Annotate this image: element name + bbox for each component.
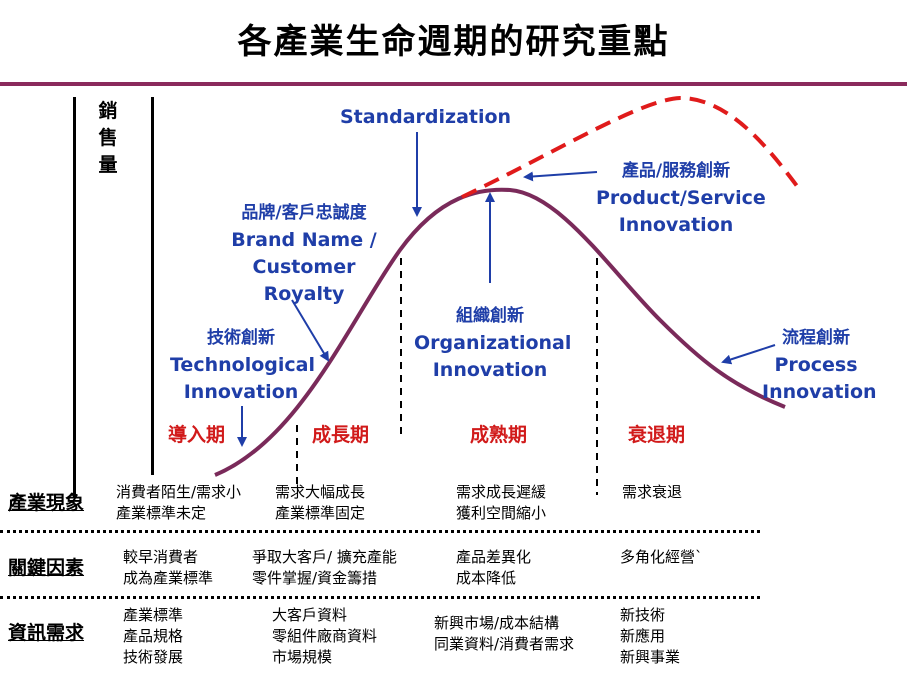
- row-header-industry-phenomena: 產業現象: [8, 492, 85, 514]
- row1-cell-introduction: 消費者陌生/需求小 產業標準未定: [116, 483, 242, 522]
- brand-label-en3: Royalty: [263, 283, 345, 305]
- technological-label: 技術創新 Technological Innovation: [170, 325, 315, 406]
- row3-cell-maturity: 新興市場/成本結構 同業資料/消費者需求: [434, 614, 575, 653]
- row2-cell-maturity: 產品差異化 成本降低: [456, 548, 532, 587]
- technological-label-zh: 技術創新: [207, 328, 275, 348]
- row-header-information-needs: 資訊需求: [8, 622, 85, 644]
- row-header-key-factors: 關鍵因素: [8, 557, 85, 579]
- row2-cell-introduction: 較早消費者 成為產業標準: [123, 548, 214, 587]
- standardization-label: Standardization: [340, 106, 512, 128]
- row2-cell-decline: 多角化經營`: [620, 548, 703, 566]
- process-label-en1: Process: [774, 354, 858, 376]
- product-service-label: 產品/服務創新 Product/Service Innovation: [596, 158, 766, 239]
- process-label: 流程創新 Process Innovation: [762, 325, 877, 406]
- organizational-label-en1: Organizational: [414, 332, 572, 354]
- row3-cell-growth: 大客戶資料 零組件廠商資料 市場規模: [272, 606, 378, 666]
- product-service-label-en1: Product/Service: [596, 187, 766, 209]
- row2-cell-growth: 爭取大客戶/ 擴充產能 零件掌握/資金籌措: [252, 548, 397, 587]
- technological-label-en2: Innovation: [183, 381, 299, 403]
- row1-cell-growth: 需求大幅成長 產業標準固定: [275, 483, 366, 522]
- process-label-en2: Innovation: [762, 381, 877, 403]
- technological-label-en1: Technological: [170, 354, 315, 376]
- product-service-arrow: [523, 171, 598, 182]
- brand-label-zh: 品牌/客戶忠誠度: [241, 203, 367, 223]
- row-divider-1: [0, 530, 760, 533]
- organizational-label: 組織創新 Organizational Innovation: [414, 303, 572, 384]
- row1-cell-maturity: 需求成長遲緩 獲利空間縮小: [456, 483, 547, 522]
- page-title: 各產業生命週期的研究重點: [237, 22, 670, 62]
- stage-introduction: 導入期: [168, 424, 226, 446]
- product-service-label-zh: 產品/服務創新: [621, 161, 731, 181]
- brand-label: 品牌/客戶忠誠度 Brand Name / Customer Royalty: [218, 200, 390, 308]
- brand-label-en1: Brand Name /: [231, 229, 377, 251]
- stage-maturity: 成熟期: [470, 424, 528, 446]
- lifecycle-curve: [214, 187, 786, 477]
- organizational-label-zh: 組織創新: [456, 306, 524, 326]
- row-divider-2: [0, 596, 760, 599]
- row3-cell-decline: 新技術 新應用 新興事業: [620, 606, 681, 666]
- organizational-label-en2: Innovation: [432, 359, 548, 381]
- brand-label-en2: Customer: [252, 256, 356, 278]
- title-divider: [0, 82, 907, 86]
- brand-arrow: [291, 299, 330, 362]
- stage-decline: 衰退期: [628, 424, 686, 446]
- y-axis-line-right: [151, 97, 154, 475]
- stage-growth: 成長期: [312, 424, 370, 446]
- row3-cell-introduction: 產業標準 產品規格 技術發展: [123, 606, 184, 666]
- y-axis-label: 銷售量: [98, 100, 118, 176]
- process-label-zh: 流程創新: [782, 328, 850, 348]
- process-arrow: [721, 344, 776, 365]
- product-service-label-en2: Innovation: [618, 214, 734, 236]
- row1-cell-decline: 需求衰退: [622, 483, 683, 501]
- dashed-extension-curve: [461, 95, 802, 199]
- y-axis-line-left: [73, 97, 76, 497]
